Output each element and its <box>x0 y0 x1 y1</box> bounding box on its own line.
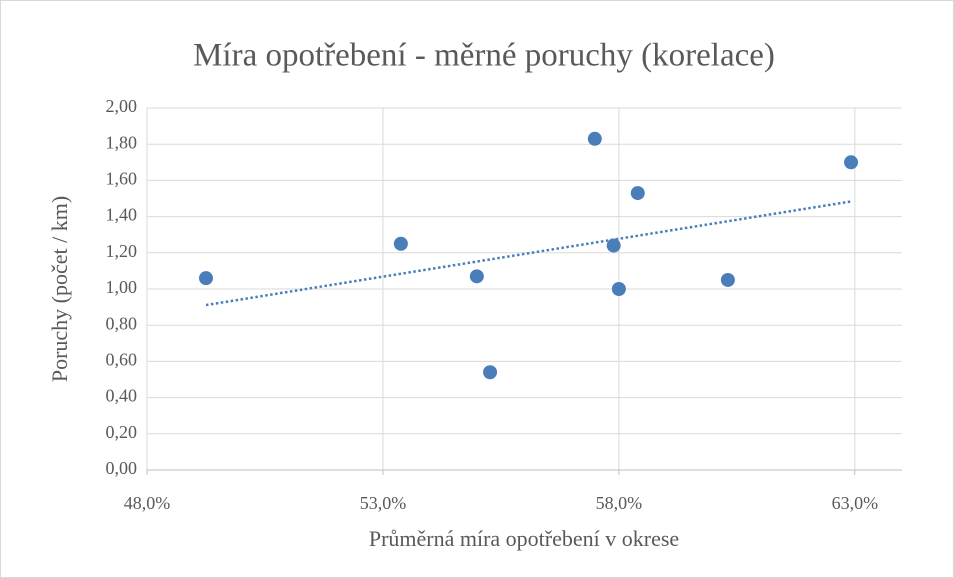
x-tick-label: 53,0% <box>360 493 407 513</box>
point <box>844 155 859 170</box>
point <box>606 238 621 253</box>
y-tick-label: 1,00 <box>106 277 138 297</box>
y-tick-label: 1,20 <box>106 241 138 261</box>
point <box>469 269 484 284</box>
trendline <box>205 200 852 307</box>
x-tick-label: 48,0% <box>124 493 171 513</box>
x-tick-label: 58,0% <box>596 493 643 513</box>
y-tick-label: 1,40 <box>106 205 138 225</box>
y-tick-label: 0,20 <box>106 422 138 442</box>
y-tick-label: 0,00 <box>106 458 138 478</box>
point <box>198 271 213 286</box>
point <box>393 236 408 251</box>
chart-title: Míra opotřebení - měrné poruchy (korelac… <box>193 38 775 74</box>
y-tick-label: 1,60 <box>106 169 138 189</box>
y-axis-title: Poruchy (počet / km) <box>47 196 72 382</box>
y-tick-label: 2,00 <box>106 96 138 116</box>
point <box>483 365 498 380</box>
x-tick-label: 63,0% <box>832 493 879 513</box>
point <box>611 282 626 296</box>
y-tick-label: 0,60 <box>106 350 138 370</box>
point <box>587 131 602 146</box>
y-tick-label: 0,80 <box>106 313 138 333</box>
y-tick-label: 0,40 <box>106 386 138 406</box>
x-axis-title: Průměrná míra opotřebení v okrese <box>369 526 679 551</box>
y-tick-label: 1,80 <box>106 132 138 152</box>
point <box>720 272 735 287</box>
point <box>630 186 645 201</box>
